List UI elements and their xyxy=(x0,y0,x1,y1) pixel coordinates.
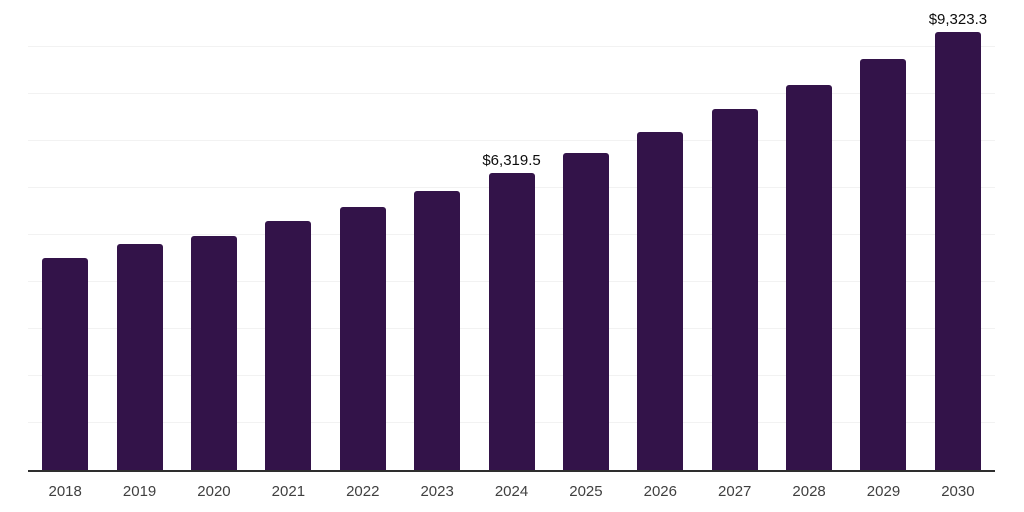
bar-2027[interactable] xyxy=(711,109,758,470)
x-tick-2028: 2028 xyxy=(792,483,826,500)
gridline xyxy=(28,46,995,47)
x-tick-2018: 2018 xyxy=(48,483,82,500)
bars-row: $6,319.5 $9,323.3 xyxy=(28,0,995,470)
x-tick-2030: 2030 xyxy=(941,483,975,500)
x-tick-2020: 2020 xyxy=(197,483,231,500)
bar-2021[interactable] xyxy=(265,221,312,470)
bar-2030[interactable] xyxy=(934,32,981,470)
bar-slot-2018 xyxy=(28,0,102,470)
x-tick-2022: 2022 xyxy=(346,483,380,500)
x-tick-2026: 2026 xyxy=(643,483,677,500)
bar-slot-2022 xyxy=(326,0,400,470)
bar-2025[interactable] xyxy=(562,153,609,470)
x-axis: 2018 2019 2020 2021 2022 2023 2024 2025 2026 2027… xyxy=(28,472,995,499)
bar-slot-2030: $9,323.3 xyxy=(921,0,995,470)
bar-2018[interactable] xyxy=(42,258,89,470)
bar-2026[interactable] xyxy=(637,132,684,470)
bar-2022[interactable] xyxy=(339,207,386,470)
bar-slot-2028 xyxy=(772,0,846,470)
gridline xyxy=(28,140,995,141)
bar-slot-2019 xyxy=(102,0,176,470)
bar-2020[interactable] xyxy=(190,236,237,470)
data-label-2030: $9,323.3 xyxy=(928,11,988,28)
x-tick-2025: 2025 xyxy=(569,483,603,500)
bar-2028[interactable] xyxy=(786,85,833,470)
bar-slot-2026 xyxy=(623,0,697,470)
bar-2023[interactable] xyxy=(414,191,461,470)
bar-slot-2029 xyxy=(846,0,920,470)
bar-2029[interactable] xyxy=(860,59,907,470)
bar-2019[interactable] xyxy=(116,244,163,470)
gridline xyxy=(28,93,995,94)
plot-area: $6,319.5 $9,323.3 xyxy=(28,0,995,472)
bar-slot-2023 xyxy=(400,0,474,470)
bar-slot-2027 xyxy=(698,0,772,470)
x-tick-2023: 2023 xyxy=(420,483,454,500)
data-label-2024: $6,319.5 xyxy=(482,152,541,169)
x-tick-2021: 2021 xyxy=(271,483,306,500)
bar-slot-2025 xyxy=(549,0,623,470)
x-tick-2029: 2029 xyxy=(866,483,901,500)
x-tick-2019: 2019 xyxy=(122,483,157,500)
bar-slot-2020 xyxy=(177,0,251,470)
bar-slot-2024: $6,319.5 xyxy=(474,0,548,470)
x-tick-2024: 2024 xyxy=(494,483,529,500)
bar-2024[interactable] xyxy=(488,173,535,470)
x-tick-2027: 2027 xyxy=(718,483,752,500)
bar-slot-2021 xyxy=(251,0,325,470)
